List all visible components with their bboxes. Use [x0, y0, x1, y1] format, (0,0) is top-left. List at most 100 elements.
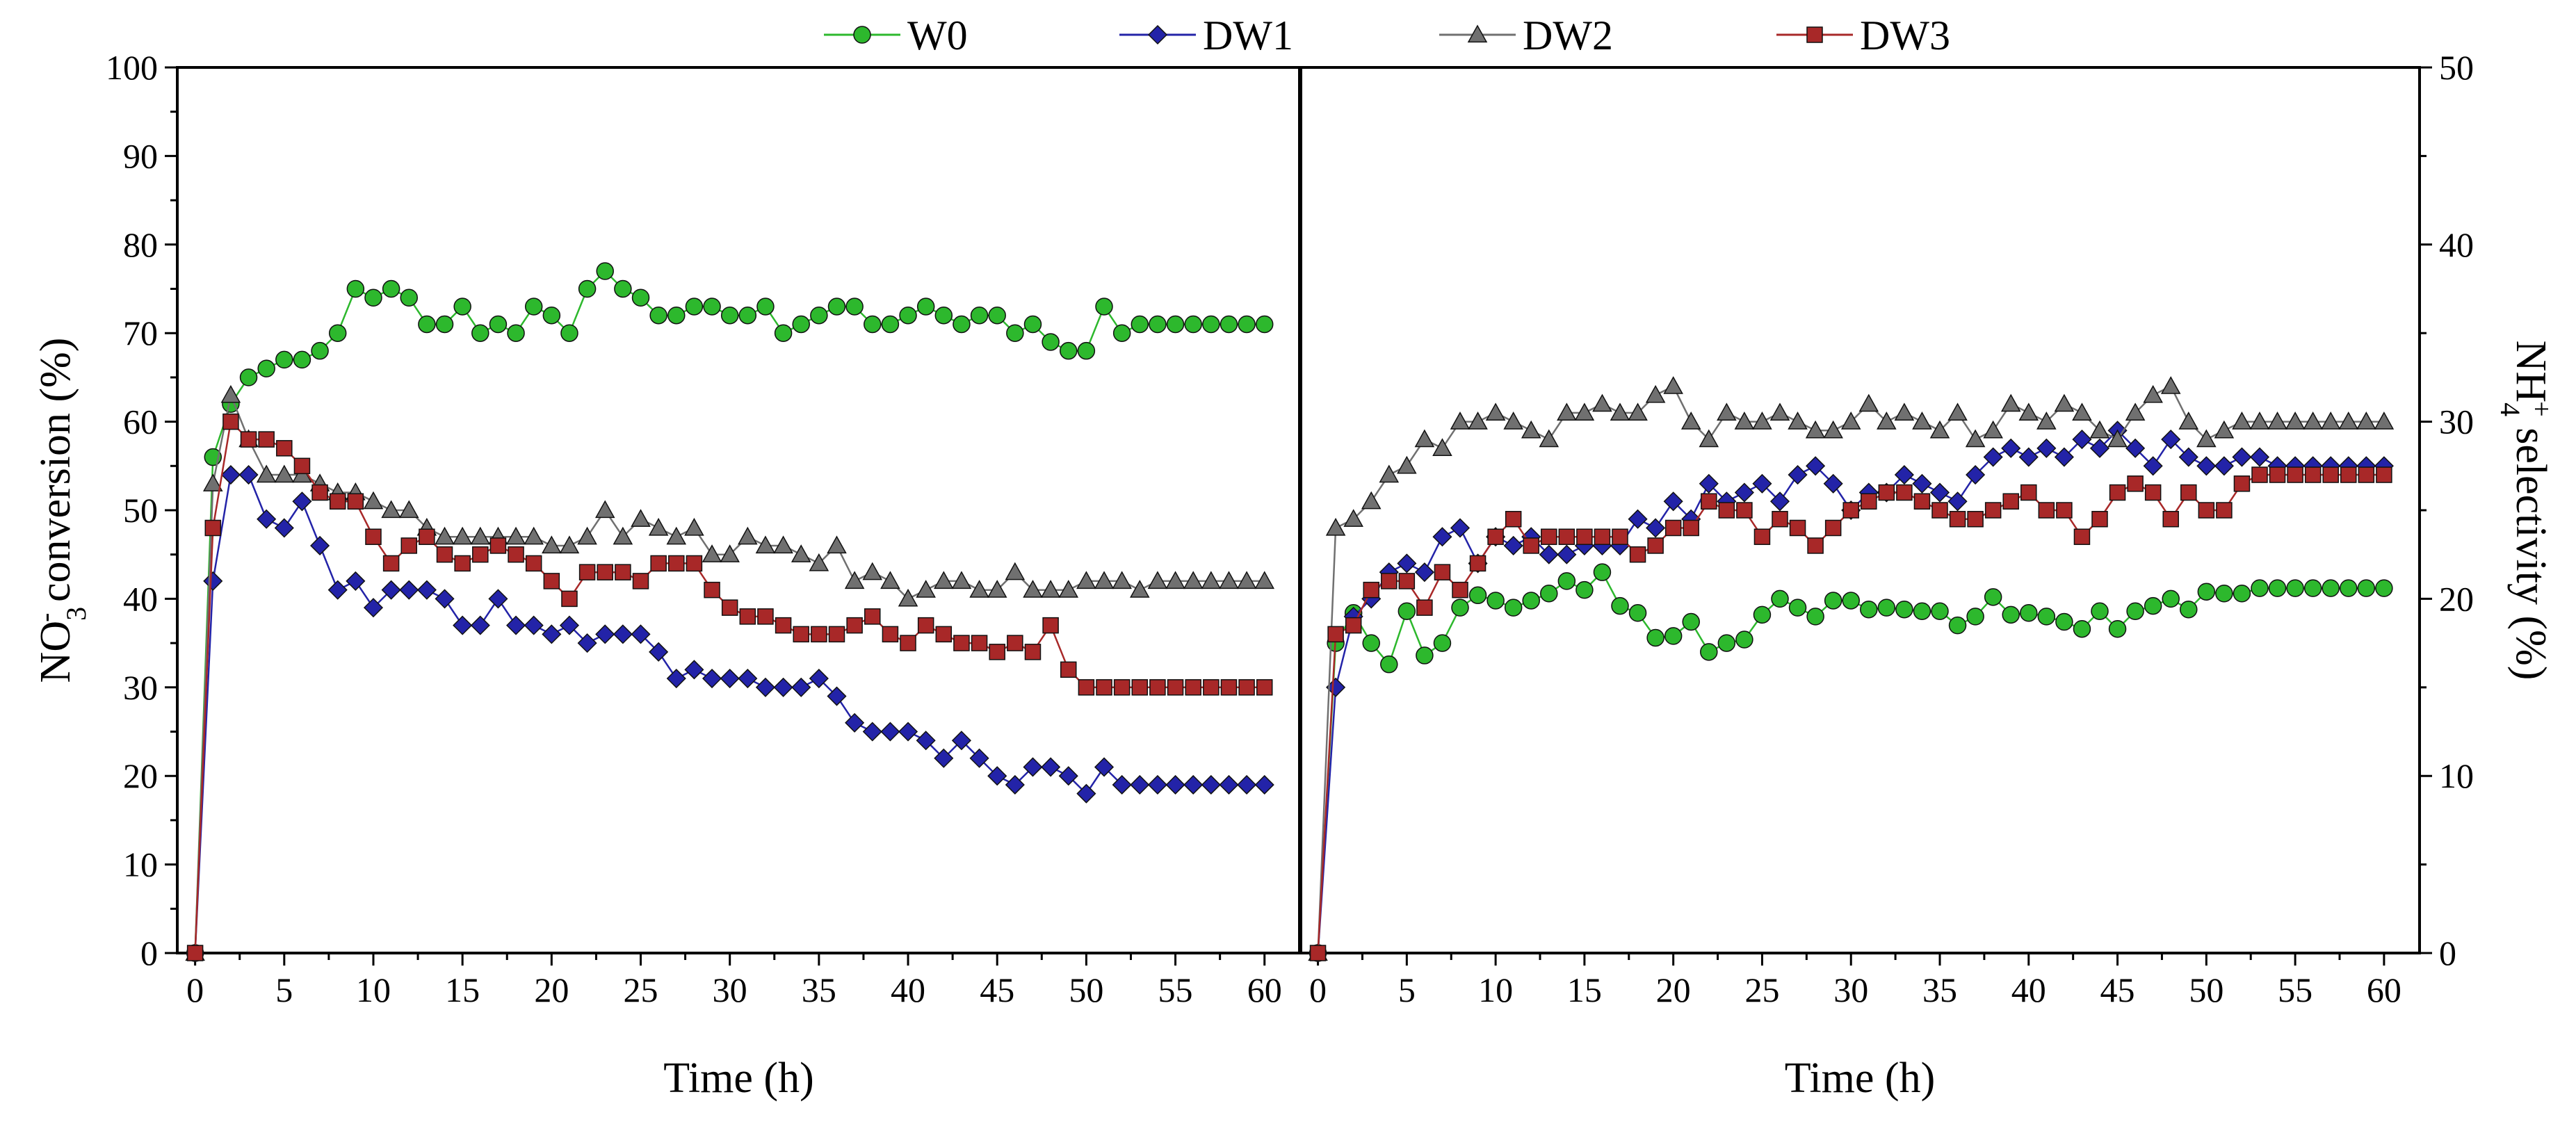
y-tick-label: 60 — [123, 402, 158, 441]
data-point — [1877, 412, 1897, 430]
data-point — [809, 553, 829, 571]
data-point — [755, 535, 776, 554]
data-point — [1023, 580, 1043, 598]
data-point — [1451, 599, 1469, 617]
data-point — [631, 288, 650, 307]
data-point — [2125, 402, 2146, 421]
data-point — [1594, 528, 1611, 545]
data-point — [2073, 528, 2091, 545]
data-point — [1381, 573, 1398, 589]
legend-marker — [1467, 24, 1488, 43]
plot-area: 0 5 10 15 20 25 30 35 40 45 50 55 600102030405060708… — [29, 48, 2558, 1102]
data-point — [791, 677, 811, 697]
data-point — [1913, 602, 1931, 620]
data-point — [1541, 528, 1557, 545]
data-point — [1165, 774, 1185, 795]
data-point — [1664, 627, 1683, 645]
data-point — [400, 288, 419, 307]
data-point — [702, 544, 722, 562]
data-point — [524, 615, 544, 635]
data-point — [703, 298, 721, 316]
data-point — [399, 580, 419, 600]
data-point — [2073, 619, 2091, 638]
y-tick-label: 90 — [123, 136, 158, 175]
data-point — [1788, 412, 1808, 430]
data-point — [846, 617, 863, 634]
data-point — [578, 564, 596, 580]
data-point — [1558, 528, 1575, 545]
data-point — [827, 535, 847, 554]
data-point — [1254, 571, 1275, 589]
series-w0 — [186, 262, 1274, 962]
data-point — [1521, 420, 1541, 439]
data-point — [667, 306, 686, 325]
data-point — [1220, 315, 1238, 334]
data-point — [1576, 528, 1593, 545]
data-point — [775, 617, 792, 634]
data-point — [2251, 579, 2269, 597]
data-point — [2020, 484, 2037, 501]
data-point — [738, 526, 758, 545]
data-point — [1947, 402, 1968, 421]
data-point — [1894, 464, 1914, 485]
data-point — [2180, 484, 2197, 501]
data-point — [1931, 502, 1948, 519]
data-point — [1468, 412, 1488, 430]
data-point — [2285, 412, 2306, 430]
data-point — [739, 608, 756, 625]
data-point — [524, 298, 543, 316]
series-dw2 — [1308, 376, 2395, 961]
data-point — [1734, 482, 1754, 503]
data-point — [1984, 588, 2002, 606]
series-line-dw3 — [1317, 473, 2384, 954]
data-point — [1682, 612, 1700, 631]
data-point — [400, 537, 418, 554]
data-point — [951, 731, 971, 751]
data-point — [597, 564, 613, 580]
data-point — [2214, 420, 2235, 439]
legend-item-dw3: DW3 — [1776, 13, 1950, 58]
data-point — [347, 493, 364, 510]
data-point — [203, 571, 223, 591]
y-tick-label: 0 — [2439, 934, 2456, 973]
data-point — [1185, 679, 1201, 696]
data-point — [2322, 579, 2340, 597]
data-point — [1256, 679, 1273, 696]
data-point — [1788, 599, 1807, 617]
data-point — [1380, 655, 1398, 674]
data-point — [256, 464, 277, 483]
data-point — [1575, 580, 1594, 599]
data-point — [1593, 563, 1612, 581]
data-point — [595, 624, 615, 644]
data-point — [1112, 324, 1131, 342]
y-tick-label: 80 — [123, 225, 158, 264]
data-point — [1752, 473, 1772, 494]
data-point — [1823, 420, 1843, 439]
data-point — [453, 298, 471, 316]
data-point — [1327, 626, 1344, 643]
data-point — [1806, 456, 1826, 476]
data-point — [1434, 564, 1451, 580]
x-tick-label: 30 — [713, 970, 747, 1009]
y-axis-title-superscript: - — [29, 613, 60, 622]
data-point — [916, 580, 936, 598]
data-point — [507, 324, 525, 342]
data-point — [934, 306, 953, 325]
data-point — [1398, 602, 1416, 620]
data-point — [1628, 509, 1648, 529]
data-point — [773, 677, 793, 697]
data-point — [596, 262, 614, 280]
data-point — [755, 677, 776, 697]
data-point — [2375, 579, 2393, 597]
data-point — [2196, 429, 2217, 448]
data-point — [1824, 592, 1842, 610]
data-point — [720, 306, 739, 325]
data-point — [864, 315, 882, 334]
data-point — [2303, 412, 2323, 430]
x-tick-label: 15 — [1567, 970, 1602, 1009]
data-point — [1611, 596, 1629, 615]
x-tick-label: 35 — [1922, 970, 1957, 1009]
data-point — [363, 491, 384, 510]
data-point — [1699, 429, 1719, 448]
data-point — [2356, 412, 2376, 430]
